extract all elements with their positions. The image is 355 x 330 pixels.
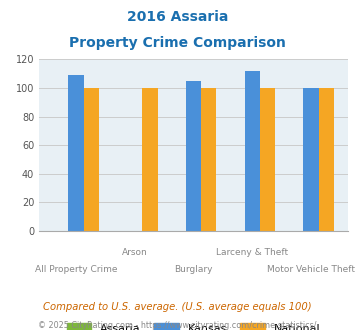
Bar — [303, 88, 318, 231]
Legend: Assaria, Kansas, National: Assaria, Kansas, National — [62, 319, 324, 330]
Text: Larceny & Theft: Larceny & Theft — [216, 248, 288, 257]
Text: Motor Vehicle Theft: Motor Vehicle Theft — [267, 265, 355, 274]
Bar — [69, 75, 84, 231]
Text: 2016 Assaria: 2016 Assaria — [127, 10, 228, 24]
Bar — [84, 88, 99, 231]
Bar — [245, 71, 260, 231]
Bar — [201, 88, 217, 231]
Bar — [142, 88, 158, 231]
Text: All Property Crime: All Property Crime — [35, 265, 117, 274]
Bar — [186, 81, 201, 231]
Text: Property Crime Comparison: Property Crime Comparison — [69, 36, 286, 50]
Bar — [318, 88, 334, 231]
Bar — [260, 88, 275, 231]
Text: © 2025 CityRating.com - https://www.cityrating.com/crime-statistics/: © 2025 CityRating.com - https://www.city… — [38, 321, 317, 330]
Text: Burglary: Burglary — [174, 265, 213, 274]
Text: Compared to U.S. average. (U.S. average equals 100): Compared to U.S. average. (U.S. average … — [43, 302, 312, 312]
Text: Arson: Arson — [122, 248, 148, 257]
